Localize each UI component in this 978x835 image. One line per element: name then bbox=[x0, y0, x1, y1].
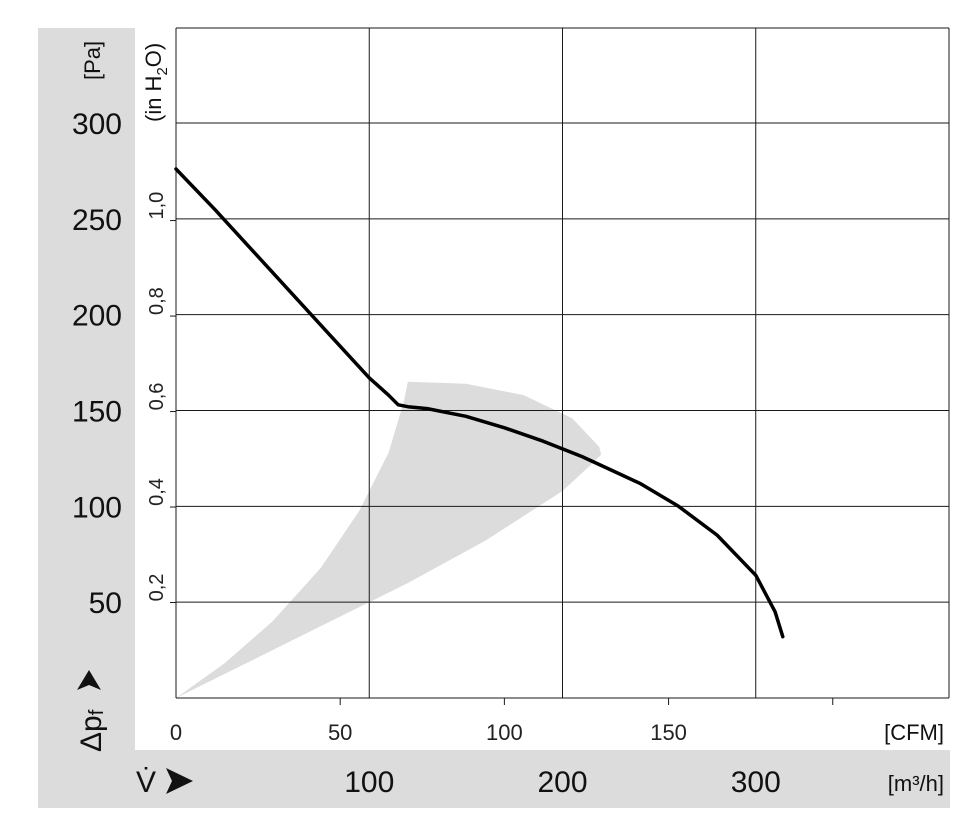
x-tick-m3h-300: 300 bbox=[731, 766, 781, 799]
x-tick-m3h-200: 200 bbox=[537, 766, 587, 799]
operating-range-area bbox=[176, 381, 602, 698]
tick-labels-layer: 50 100 150 200 250 300 0,2 0,4 0,6 0,8 1,0 0 50 100 15… bbox=[72, 108, 781, 799]
x-axis-band bbox=[38, 750, 950, 808]
y-tick-pa-150: 150 bbox=[72, 396, 122, 429]
x-tick-cfm-100: 100 bbox=[486, 720, 523, 745]
y-axis-label: Δpf bbox=[75, 709, 108, 752]
x-axis-unit-m3h: [m³/h] bbox=[888, 771, 944, 796]
y-tick-inh2o-3: 0,8 bbox=[146, 287, 168, 315]
x-tick-m3h-100: 100 bbox=[344, 766, 394, 799]
y-axis-arrow-icon bbox=[77, 670, 101, 690]
y-tick-inh2o-0: 0,2 bbox=[146, 574, 168, 602]
y-tick-pa-300: 300 bbox=[72, 108, 122, 141]
x-axis-title: V̇ bbox=[136, 766, 193, 799]
performance-curve bbox=[174, 167, 785, 639]
x-tick-cfm-150: 150 bbox=[650, 720, 687, 745]
y-tick-inh2o-2: 0,6 bbox=[146, 383, 168, 411]
curve-layer bbox=[174, 167, 785, 639]
y-tick-inh2o-4: 1,0 bbox=[146, 192, 168, 220]
x-tick-cfm-0: 0 bbox=[170, 720, 182, 745]
y-axis-band bbox=[38, 28, 135, 750]
y-tick-pa-250: 250 bbox=[72, 204, 122, 237]
y-tick-pa-50: 50 bbox=[89, 587, 122, 620]
y-tick-inh2o-1: 0,4 bbox=[146, 478, 168, 506]
x-axis-arrow-icon bbox=[166, 768, 193, 794]
x-tick-cfm-50: 50 bbox=[328, 720, 352, 745]
operating-range-layer bbox=[176, 381, 602, 698]
y-tick-pa-200: 200 bbox=[72, 300, 122, 333]
y-axis-unit-inh2o: (in H2O) bbox=[141, 43, 171, 122]
x-axis-label: V̇ bbox=[136, 766, 156, 799]
y-axis-title: Δpf bbox=[75, 670, 108, 752]
y-tick-pa-100: 100 bbox=[72, 491, 122, 524]
y-axis-unit-pa: [Pa] bbox=[80, 41, 105, 80]
x-axis-unit-cfm: [CFM] bbox=[884, 720, 944, 745]
grid-layer bbox=[170, 27, 950, 705]
